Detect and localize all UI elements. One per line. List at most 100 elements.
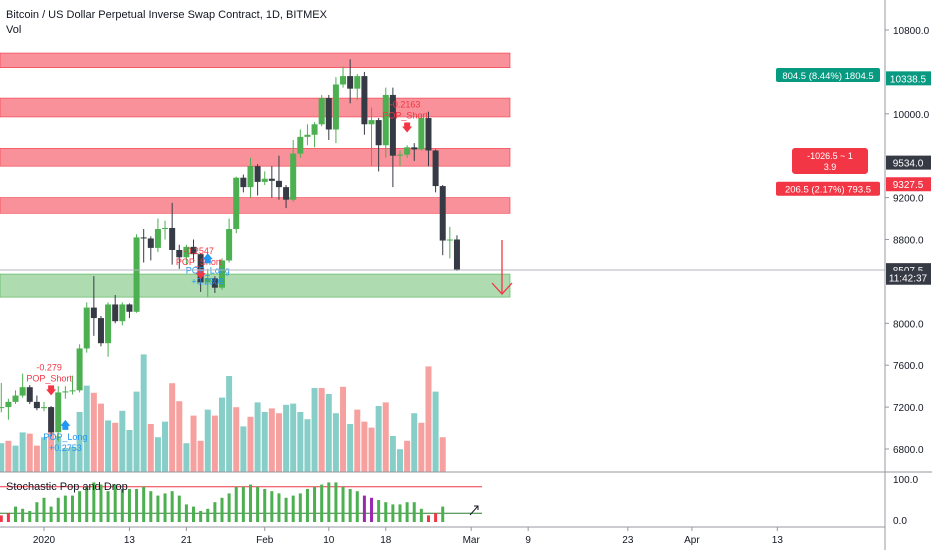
candle-body [425, 117, 432, 151]
red-zone [0, 148, 511, 167]
candle-body [126, 304, 133, 312]
chart-title: Bitcoin / US Dollar Perpetual Inverse Sw… [6, 9, 327, 21]
stoch-bar [213, 502, 217, 522]
signal-label: POP_Long [43, 432, 87, 442]
stoch-bar [227, 493, 231, 522]
long-arrow-icon [60, 419, 71, 430]
volume-bar [147, 424, 154, 472]
time-tick-label: 21 [181, 535, 193, 546]
signal-value: +0.2753 [49, 443, 82, 453]
volume-bar [0, 443, 5, 472]
info-box-text: 3.9 [824, 162, 837, 172]
info-box [776, 68, 880, 83]
signal-value: -0.279 [36, 362, 62, 372]
stoch-bar [21, 508, 25, 522]
price-tick-label: 6800.0 [893, 445, 924, 456]
arrow-down-icon [491, 282, 513, 295]
stoch-bar [78, 491, 82, 522]
candle-body [268, 178, 275, 181]
candle-body [5, 401, 12, 408]
stoch-bar [184, 504, 188, 522]
stoch-bar [384, 502, 388, 522]
arrow-up-right-icon [469, 505, 479, 516]
volume-bar [290, 403, 297, 472]
volume-bar [304, 419, 311, 472]
stoch-bar [291, 495, 295, 522]
stoch-bar [434, 513, 438, 522]
stoch-bar [348, 489, 352, 522]
price-tick-label: 7200.0 [893, 403, 924, 414]
volume-bar [311, 388, 318, 472]
time-tick-label: 10 [323, 535, 335, 546]
signal-value: -0.2547 [183, 246, 214, 256]
candle-body [389, 94, 396, 156]
volume-bar [325, 394, 332, 472]
price-label-text: 10338.5 [890, 74, 927, 85]
candle-body [147, 238, 154, 248]
stoch-bar [163, 493, 167, 522]
candle-body [283, 187, 290, 200]
stoch-bar [270, 491, 274, 522]
time-tick-label: 23 [622, 535, 634, 546]
volume-bar [183, 443, 190, 472]
stoch-bar [156, 495, 160, 522]
candle-body [26, 387, 33, 402]
candle-body [432, 150, 439, 187]
candle-body [290, 153, 297, 200]
stoch-bar [341, 486, 345, 522]
time-axis[interactable]: 2020 13 21 Feb 10 18 Mar 9 23 Apr 13 [33, 527, 783, 546]
short-arrow-icon [46, 385, 57, 396]
candle-body [133, 237, 140, 312]
volume-bar [368, 427, 375, 472]
price-tick-label: 8800.0 [893, 236, 924, 247]
stoch-bar [56, 497, 60, 522]
candle-body [55, 392, 62, 433]
stoch-bar [398, 504, 402, 522]
candle-body [418, 117, 425, 150]
candle-body [183, 246, 190, 258]
stoch-bar [391, 504, 395, 522]
price-label-text: 11:42:37 [889, 274, 928, 285]
signal-label: POP_Short [26, 373, 72, 383]
candle-body [119, 304, 126, 322]
volume-bar [12, 445, 19, 472]
volume-bar [332, 413, 339, 472]
volume-bar [382, 402, 389, 472]
volume-bar [439, 437, 446, 472]
time-tick-label: 13 [772, 535, 784, 546]
stoch-bar [49, 506, 53, 522]
info-box [792, 147, 868, 174]
price-tick-label: 7600.0 [893, 361, 924, 372]
volume-bar [404, 440, 411, 472]
stoch-bar [426, 515, 430, 522]
candle-layer[interactable] [0, 59, 460, 442]
price-label-text: 9327.5 [893, 180, 924, 191]
stoch-bar [192, 506, 196, 522]
volume-bar [347, 424, 354, 472]
volume-bar [211, 415, 218, 472]
price-axis[interactable]: 10800.0 10000.0 9200.0 8800.0 8000.0 7600.0 72… [885, 26, 930, 527]
candle-body [33, 401, 40, 409]
candle-body [176, 249, 183, 258]
volume-bar [126, 430, 133, 472]
candle-body [382, 94, 389, 146]
price-label-text: 9534.0 [893, 159, 924, 170]
stoch-bar [284, 497, 288, 522]
candle-body [154, 229, 161, 248]
signal-value: +0.2309 [191, 276, 224, 286]
volume-bar [268, 408, 275, 472]
volume-bar [418, 422, 425, 472]
candle-body [325, 98, 332, 130]
stoch-bar [313, 486, 317, 522]
stoch-bar [63, 495, 67, 522]
volume-label: Vol [6, 24, 22, 36]
stoch-bar [362, 495, 366, 522]
volume-bar [112, 422, 119, 472]
stoch-bar [412, 502, 416, 522]
candle-body [397, 154, 403, 156]
volume-bar [233, 407, 240, 472]
signal-label: POP_Short [382, 111, 428, 121]
volume-bar [354, 409, 361, 472]
